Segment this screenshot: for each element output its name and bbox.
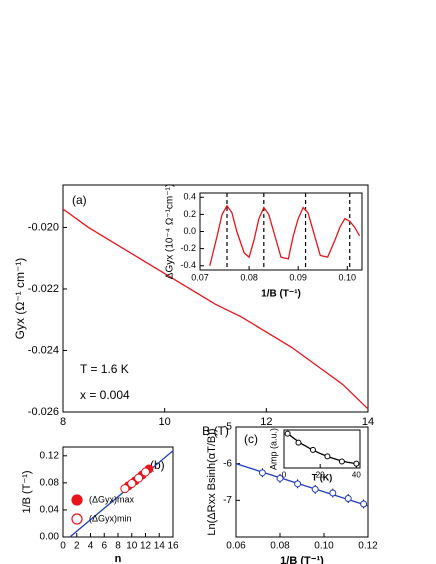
y-tick-label: 0.00 xyxy=(40,532,60,543)
y-axis-label: Ln(ΔRxx Bsinh(αT/B)) xyxy=(206,428,218,535)
y-tick-label: -7 xyxy=(223,495,232,506)
x-tick-label: 12 xyxy=(260,416,272,428)
data-point xyxy=(344,495,352,502)
data-line xyxy=(209,204,361,266)
x-axis-label: B (T) xyxy=(202,424,229,438)
data-point xyxy=(258,469,266,477)
x-tick-label: 0 xyxy=(60,541,66,552)
legend-marker xyxy=(71,494,83,506)
x-tick-label: 14 xyxy=(362,416,374,428)
y-tick-label: 0.4 xyxy=(183,192,196,202)
legend-marker xyxy=(71,513,83,525)
y-axis-label: Gyx (Ω⁻¹ cm⁻¹) xyxy=(13,258,27,340)
data-point xyxy=(311,485,319,493)
data-point xyxy=(294,480,302,488)
y-tick-label: 0.0 xyxy=(183,226,196,236)
x-tick-label: 8 xyxy=(115,541,121,552)
x-axis-label: 1/B (T⁻¹) xyxy=(280,555,324,564)
data-point xyxy=(276,474,284,482)
data-point xyxy=(309,446,316,453)
panel-label: (b) xyxy=(150,458,165,472)
x-tick-label: 14 xyxy=(154,541,166,552)
y-tick-label: -5 xyxy=(223,422,232,433)
annotation: T = 1.6 K xyxy=(80,362,129,376)
y-tick-label: 0.08 xyxy=(40,478,60,489)
y-axis-label: ΔGyx (10⁻⁴ Ω⁻¹cm⁻¹) xyxy=(165,184,176,279)
data-point xyxy=(127,479,137,489)
y-axis-label: Amp (a.u.) xyxy=(268,428,278,470)
data-line xyxy=(69,450,174,538)
x-tick-label: 0.09 xyxy=(289,272,307,282)
data-point xyxy=(329,489,337,497)
y-tick-label: 0.12 xyxy=(40,450,60,461)
x-tick-label: 6 xyxy=(101,541,107,552)
x-tick-label: 2 xyxy=(74,541,80,552)
x-tick-label: 0.10 xyxy=(314,541,334,552)
y-tick-label: 0.2 xyxy=(183,209,196,219)
x-tick-label: 4 xyxy=(88,541,94,552)
panel-label: (a) xyxy=(72,193,87,207)
x-tick-label: 8 xyxy=(60,416,66,428)
x-tick-label: 40 xyxy=(352,470,361,479)
data-point xyxy=(141,467,150,477)
x-tick-label: 0.06 xyxy=(226,541,246,552)
x-tick-label: 0.08 xyxy=(240,272,258,282)
x-tick-label: 0.07 xyxy=(191,272,209,282)
data-point xyxy=(295,439,302,446)
panel-label: (c) xyxy=(244,432,258,446)
y-tick-label: -0.020 xyxy=(28,221,59,233)
annotation: x = 0.004 xyxy=(80,388,130,402)
data-point xyxy=(120,484,130,494)
x-tick-label: 10 xyxy=(159,416,171,428)
y-tick-label: -0.4 xyxy=(180,260,196,270)
x-axis-label: 1/B (T⁻¹) xyxy=(261,289,301,300)
legend-label: (ΔGyx)max xyxy=(89,494,135,504)
x-tick-label: 12 xyxy=(140,541,152,552)
x-tick-label: 0.12 xyxy=(358,541,378,552)
x-axis-label: T (K) xyxy=(312,472,333,482)
data-point xyxy=(360,500,368,508)
data-point xyxy=(134,473,144,483)
y-tick-label: 0.04 xyxy=(40,505,60,516)
x-tick-label: 16 xyxy=(167,541,179,552)
y-tick-label: -6 xyxy=(223,458,232,469)
y-tick-label: -0.024 xyxy=(28,344,59,356)
x-tick-label: 0.10 xyxy=(339,272,357,282)
data-point xyxy=(284,430,291,437)
x-tick-label: 0 xyxy=(282,470,287,479)
x-tick-label: 20 xyxy=(316,470,325,479)
x-tick-label: 0.08 xyxy=(270,541,290,552)
x-axis-label: n xyxy=(115,553,122,564)
y-axis-label: 1/B (T⁻¹) xyxy=(21,470,33,513)
data-point xyxy=(324,453,331,460)
data-line xyxy=(62,208,369,410)
y-tick-label: -0.022 xyxy=(28,283,59,295)
data-point xyxy=(338,458,345,465)
y-tick-label: -0.2 xyxy=(180,243,196,253)
legend-label: (ΔGyx)min xyxy=(89,513,132,523)
data-point xyxy=(353,460,360,467)
y-tick-label: -0.026 xyxy=(28,406,59,418)
x-tick-label: 10 xyxy=(126,541,138,552)
